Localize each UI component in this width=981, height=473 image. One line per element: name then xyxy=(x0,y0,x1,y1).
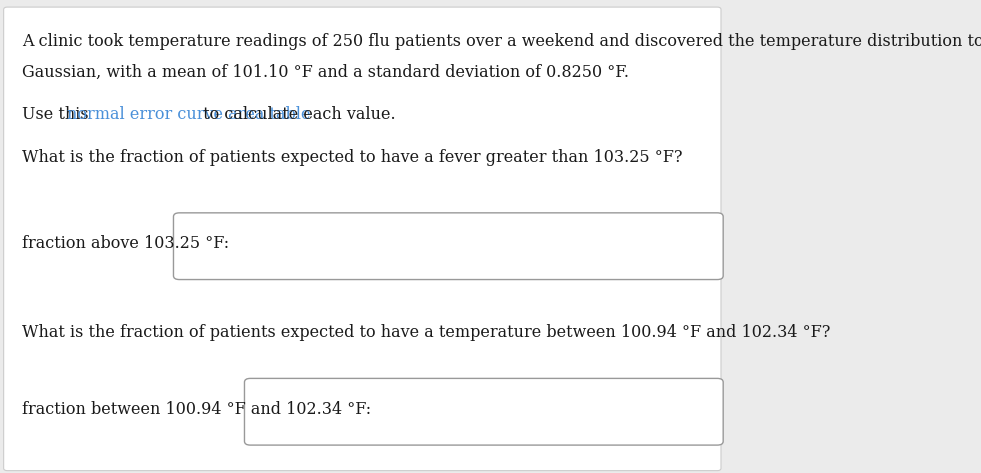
Text: What is the fraction of patients expected to have a fever greater than 103.25 °F: What is the fraction of patients expecte… xyxy=(22,149,683,166)
Text: Use this: Use this xyxy=(22,106,94,123)
FancyBboxPatch shape xyxy=(244,378,723,445)
Text: fraction between 100.94 °F and 102.34 °F:: fraction between 100.94 °F and 102.34 °F… xyxy=(22,401,371,418)
Text: Gaussian, with a mean of 101.10 °F and a standard deviation of 0.8250 °F.: Gaussian, with a mean of 101.10 °F and a… xyxy=(22,64,629,81)
Text: What is the fraction of patients expected to have a temperature between 100.94 °: What is the fraction of patients expecte… xyxy=(22,324,830,341)
Text: normal error curve area table: normal error curve area table xyxy=(68,106,311,123)
Text: to calculate each value.: to calculate each value. xyxy=(197,106,395,123)
FancyBboxPatch shape xyxy=(4,7,721,471)
Text: A clinic took temperature readings of 250 flu patients over a weekend and discov: A clinic took temperature readings of 25… xyxy=(22,33,981,50)
Text: fraction above 103.25 °F:: fraction above 103.25 °F: xyxy=(22,235,230,252)
FancyBboxPatch shape xyxy=(174,213,723,280)
